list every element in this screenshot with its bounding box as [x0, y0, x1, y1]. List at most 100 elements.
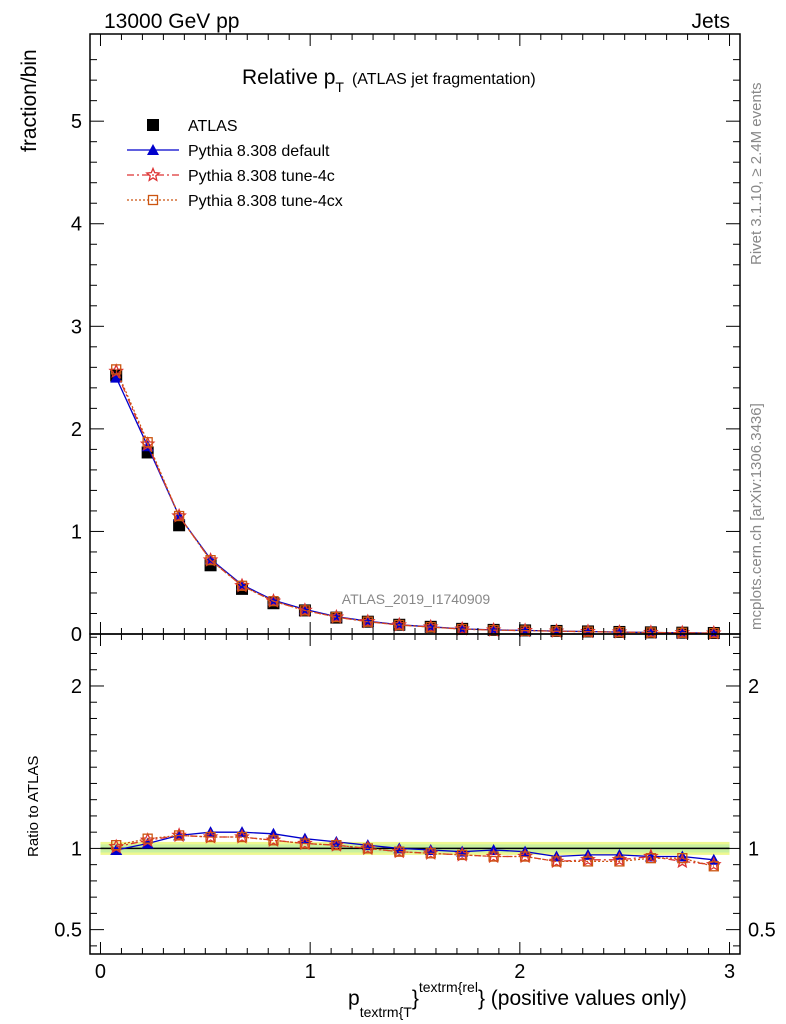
y-tick-label: 2	[71, 419, 82, 441]
rivet-label: Rivet 3.1.10, ≥ 2.4M events	[748, 83, 765, 266]
ratio-point	[268, 835, 279, 846]
data-point	[582, 626, 594, 637]
data-point	[708, 627, 719, 639]
title-paren: (ATLAS jet fragmentation)	[352, 71, 536, 88]
ratio-point	[582, 856, 594, 867]
ratio-y-tick-label-right: 2	[748, 676, 759, 698]
ratio-point	[394, 846, 405, 857]
ratio-point	[645, 853, 657, 864]
ratio-y-tick-label: 2	[71, 676, 82, 698]
data-point	[268, 596, 279, 607]
ratio-point	[330, 835, 343, 847]
data-point	[236, 580, 248, 591]
x-tick-label: 2	[514, 961, 525, 983]
main-panel: 0 1 2 3 4 5	[71, 33, 741, 646]
data-point	[299, 605, 311, 616]
legend-label: Pythia 8.308 default	[188, 143, 330, 160]
ratio-series-2	[111, 830, 719, 872]
x-tick-label: 3	[724, 961, 735, 983]
legend-item: Pythia 8.308 tune-4c	[127, 166, 335, 185]
header-left-label: 13000 GeV pp	[104, 10, 239, 33]
ratio-point	[425, 848, 436, 859]
data-point	[677, 627, 688, 638]
y-tick-label: 0	[71, 624, 82, 646]
ratio-point	[488, 851, 499, 862]
legend-marker	[145, 166, 161, 182]
ratio-point	[708, 861, 719, 872]
ratio-point	[205, 831, 216, 843]
data-point	[519, 625, 531, 636]
legend-marker	[147, 144, 159, 155]
x-label-p: p	[348, 987, 360, 1010]
y-axis-label-top: fraction/bin	[18, 49, 41, 152]
legend-label: ATLAS	[188, 118, 238, 135]
title-subscript: T	[335, 79, 344, 95]
x-tick-label: 1	[305, 961, 316, 983]
analysis-watermark: ATLAS_2019_I1740909	[342, 591, 491, 607]
legend-marker	[147, 119, 159, 131]
ratio-point	[299, 838, 311, 849]
ratio-point	[677, 853, 688, 864]
y-tick-label: 3	[71, 316, 82, 338]
ratio-point	[519, 851, 531, 862]
legend-label: Pythia 8.308 tune-4cx	[188, 193, 343, 210]
data-point	[173, 519, 186, 532]
data-point	[614, 627, 625, 638]
data-point	[645, 627, 657, 638]
x-label-brace1: }	[412, 987, 419, 1010]
y-axis-label-ratio: Ratio to ATLAS	[25, 756, 42, 857]
data-point	[394, 619, 405, 631]
ratio-y-tick-label-right: 1	[748, 838, 759, 860]
y-tick-label: 1	[71, 521, 82, 543]
ratio-point	[362, 843, 373, 854]
ratio-point	[456, 845, 469, 857]
ratio-panel-frame	[89, 633, 741, 955]
data-point	[173, 510, 185, 522]
ratio-point	[424, 844, 437, 856]
ratio-point	[551, 856, 562, 867]
legend-label: Pythia 8.308 tune-4c	[188, 168, 335, 185]
ratio-y-tick-label-right: 0.5	[748, 920, 776, 942]
ratio-line	[116, 834, 714, 867]
data-point	[110, 371, 123, 383]
data-point	[111, 364, 122, 375]
legend: ATLAS Pythia 8.308 default Pythia 8.308 tu…	[127, 118, 343, 210]
y-tick-label: 4	[71, 214, 82, 236]
ratio-point	[236, 831, 248, 843]
x-tick-label: 0	[95, 961, 106, 983]
series-line	[115, 369, 714, 634]
header-right-label: Jets	[691, 10, 730, 33]
legend-item: ATLAS	[147, 118, 238, 135]
data-point	[362, 616, 373, 627]
legend-marker	[147, 194, 159, 206]
chart-title: Relative pT (ATLAS jet fragmentation)	[242, 66, 536, 95]
x-label-rest: (positive values only)	[485, 987, 687, 1010]
legend-item: Pythia 8.308 default	[127, 143, 330, 160]
x-axis-label: ptextrm{T}textrm{rel} (positive values o…	[348, 979, 687, 1020]
x-label-sup: textrm{rel	[419, 979, 478, 995]
legend-item: Pythia 8.308 tune-4cx	[127, 193, 343, 210]
data-point	[205, 555, 216, 566]
data-point	[551, 626, 562, 637]
ratio-y-tick-label: 1	[71, 838, 82, 860]
ratio-point	[457, 849, 468, 861]
data-point	[331, 611, 342, 623]
ratio-point	[614, 856, 625, 867]
ratio-point	[111, 840, 122, 851]
data-point	[425, 621, 436, 633]
ratio-point	[331, 840, 342, 851]
title-main: Relative p	[242, 66, 335, 89]
ratio-line	[116, 831, 714, 861]
data-point	[142, 437, 153, 448]
ratio-point	[361, 839, 374, 851]
y-tick-label: 5	[71, 111, 82, 133]
ratio-point	[393, 842, 406, 854]
ratio-y-tick-label: 0.5	[54, 920, 82, 942]
ratio-panel: 0.5 0.5 1 1 2 2 0 1 2 3	[54, 633, 776, 983]
x-label-sub: textrm{T	[360, 1004, 413, 1020]
ratio-point	[142, 833, 153, 844]
mcplots-label: mcplots.cern.ch [arXiv:1306.3436]	[748, 403, 765, 630]
x-label-brace2: }	[478, 987, 485, 1010]
ratio-point	[173, 830, 185, 841]
